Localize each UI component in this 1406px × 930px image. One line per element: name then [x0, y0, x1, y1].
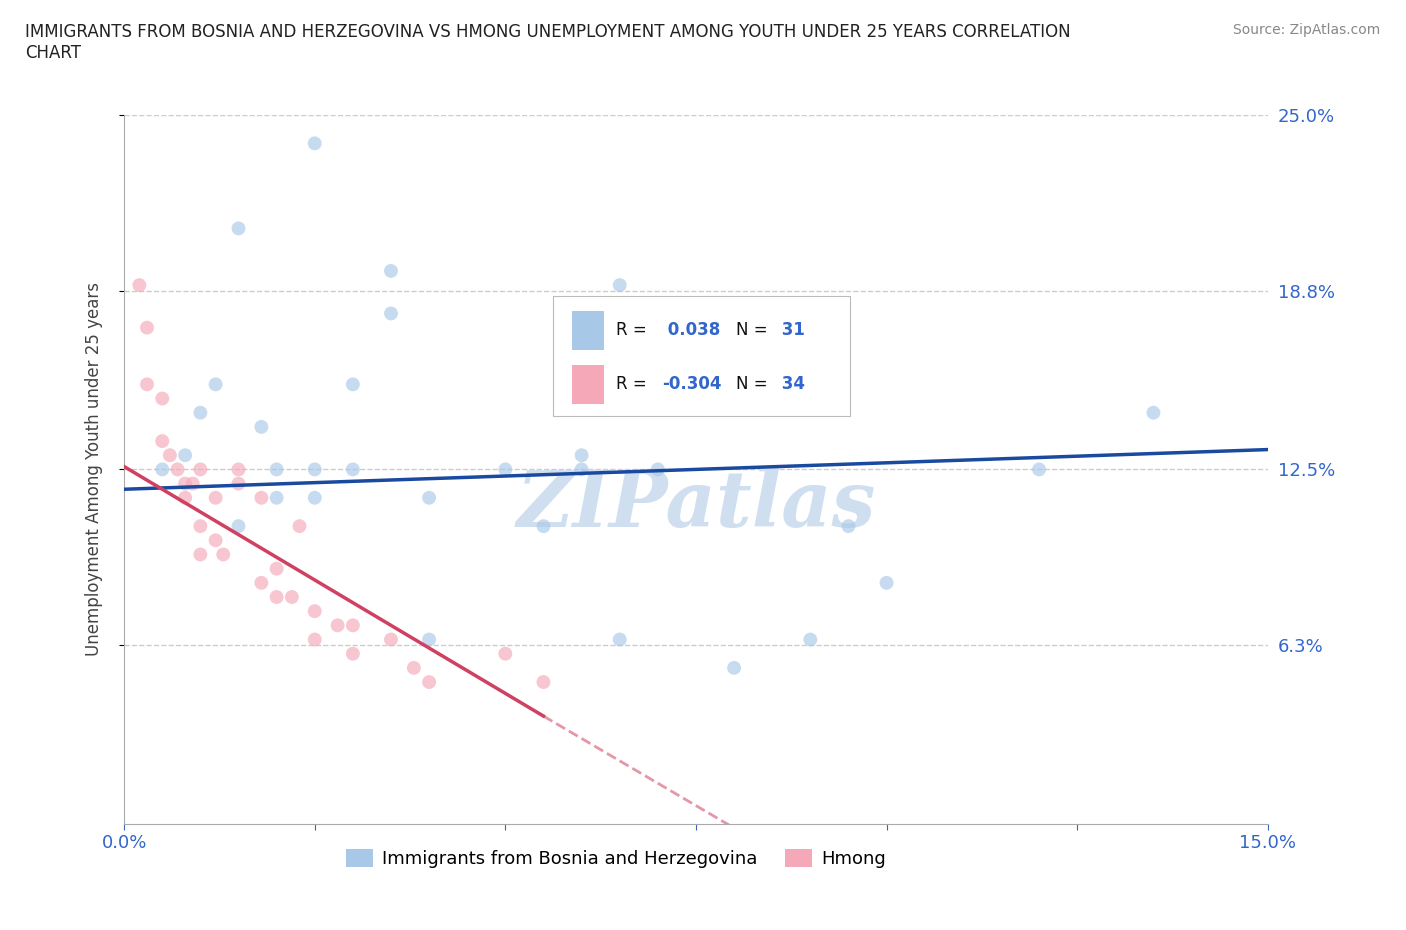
Point	[228, 476, 250, 491]
Point	[876, 576, 898, 591]
Text: N =: N =	[735, 376, 768, 393]
Bar	[572, 365, 605, 404]
Text: ZIPatlas: ZIPatlas	[516, 467, 876, 543]
Point	[181, 476, 204, 491]
Point	[159, 447, 181, 462]
Text: R =: R =	[616, 322, 647, 339]
Point	[380, 632, 402, 647]
Point	[418, 490, 440, 505]
Text: 34: 34	[776, 376, 806, 393]
Point	[174, 476, 197, 491]
Point	[166, 462, 188, 477]
Point	[228, 221, 250, 236]
Point	[1028, 462, 1050, 477]
Point	[494, 646, 516, 661]
Text: 31: 31	[776, 322, 804, 339]
Point	[204, 377, 226, 392]
Point	[190, 405, 212, 420]
Point	[174, 490, 197, 505]
Y-axis label: Unemployment Among Youth under 25 years: Unemployment Among Youth under 25 years	[86, 283, 103, 657]
Point	[174, 447, 197, 462]
Point	[190, 547, 212, 562]
Point	[304, 462, 326, 477]
FancyBboxPatch shape	[553, 296, 851, 417]
Point	[150, 433, 173, 448]
Point	[204, 490, 226, 505]
Point	[342, 646, 364, 661]
Point	[128, 278, 150, 293]
Point	[266, 590, 288, 604]
Point	[533, 674, 555, 689]
Point	[250, 419, 273, 434]
Point	[723, 660, 745, 675]
Point	[418, 674, 440, 689]
Bar	[572, 311, 605, 350]
Point	[266, 561, 288, 576]
Text: R =: R =	[616, 376, 647, 393]
Point	[418, 632, 440, 647]
Point	[304, 604, 326, 618]
Point	[402, 660, 425, 675]
Point	[190, 462, 212, 477]
Point	[533, 519, 555, 534]
Text: Source: ZipAtlas.com: Source: ZipAtlas.com	[1233, 23, 1381, 37]
Point	[304, 136, 326, 151]
Point	[571, 462, 593, 477]
Point	[150, 462, 173, 477]
Point	[380, 306, 402, 321]
Point	[609, 278, 631, 293]
Point	[494, 462, 516, 477]
Point	[136, 320, 159, 335]
Point	[837, 519, 859, 534]
Point	[380, 263, 402, 278]
Point	[150, 392, 173, 406]
Point	[1142, 405, 1164, 420]
Point	[204, 533, 226, 548]
Point	[212, 547, 235, 562]
Point	[281, 590, 304, 604]
Point	[342, 618, 364, 632]
Point	[799, 632, 821, 647]
Point	[342, 462, 364, 477]
Point	[250, 490, 273, 505]
Text: 0.038: 0.038	[662, 322, 720, 339]
Point	[647, 462, 669, 477]
Point	[304, 490, 326, 505]
Point	[266, 490, 288, 505]
Legend: Immigrants from Bosnia and Herzegovina, Hmong: Immigrants from Bosnia and Herzegovina, …	[346, 848, 886, 868]
Point	[250, 576, 273, 591]
Point	[609, 632, 631, 647]
Text: N =: N =	[735, 322, 768, 339]
Point	[266, 462, 288, 477]
Point	[326, 618, 349, 632]
Point	[342, 377, 364, 392]
Point	[228, 519, 250, 534]
Point	[304, 632, 326, 647]
Point	[190, 519, 212, 534]
Point	[136, 377, 159, 392]
Point	[288, 519, 311, 534]
Text: -0.304: -0.304	[662, 376, 721, 393]
Point	[571, 447, 593, 462]
Point	[228, 462, 250, 477]
Text: IMMIGRANTS FROM BOSNIA AND HERZEGOVINA VS HMONG UNEMPLOYMENT AMONG YOUTH UNDER 2: IMMIGRANTS FROM BOSNIA AND HERZEGOVINA V…	[25, 23, 1071, 62]
